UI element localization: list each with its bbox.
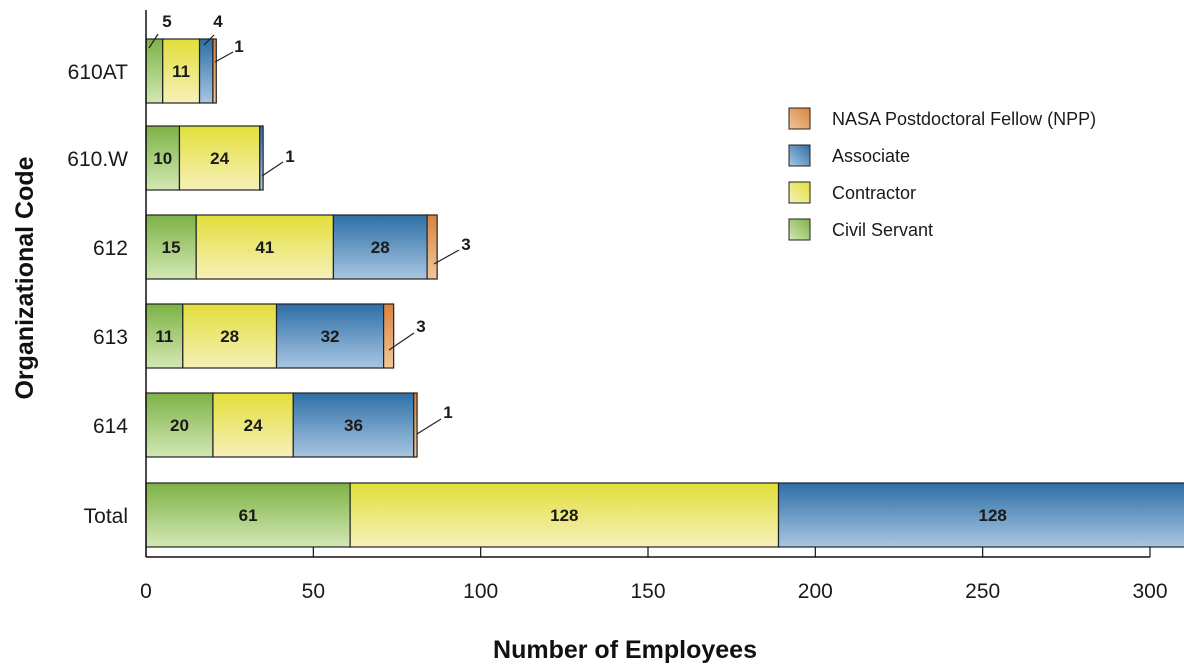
axes-group: 0 50 100 150 200 250 300610AT610.W612613614Tot… (67, 10, 1168, 603)
data-label-callout: 1 (443, 403, 452, 422)
leader-line (433, 249, 460, 265)
bar-612-associate (332, 214, 428, 280)
legend: NASA Postdoctoral Fellow (NPP) Associate C… (788, 107, 1096, 241)
data-label: 20 (170, 416, 189, 435)
data-label: 61 (239, 506, 258, 525)
data-label-callout: 1 (234, 37, 243, 56)
data-label: 41 (255, 238, 274, 257)
data-label-callout: 3 (416, 317, 425, 336)
data-label: 24 (210, 149, 229, 168)
legend-swatch-associate (788, 144, 811, 167)
bar-612-nasa-postdoctoral-fellow-npp (426, 214, 438, 280)
x-axis-title: Number of Employees (493, 636, 757, 664)
bar-610at-associate (198, 38, 214, 104)
bars-group: 111024154128112832202436611281289 (145, 38, 1184, 548)
bar-610at-civil-servant (145, 38, 164, 104)
bar-614-nasa-postdoctoral-fellow-npp (413, 392, 418, 458)
bar-612-contractor (195, 214, 335, 280)
y-category-label: 614 (93, 415, 128, 438)
data-label-callout: 1 (285, 147, 294, 166)
bar-610-w-civil-servant (145, 125, 181, 191)
y-axis-title: Organizational Code (11, 156, 39, 399)
leader-line (203, 34, 215, 46)
x-tick-label: 150 (630, 580, 665, 603)
x-tick-label: 100 (463, 580, 498, 603)
y-category-label: 613 (93, 326, 128, 349)
leader-line (388, 332, 415, 351)
leader-line (214, 51, 234, 63)
bar-613-associate (275, 303, 385, 369)
bar-610at-nasa-postdoctoral-fellow-npp (212, 38, 217, 104)
legend-label: NASA Postdoctoral Fellow (NPP) (832, 109, 1096, 129)
legend-label: Civil Servant (832, 220, 933, 240)
data-label-callout: 3 (461, 235, 470, 254)
data-label: 15 (162, 238, 181, 257)
leader-line (416, 418, 442, 435)
legend-swatch-nasa-postdoctoral-fellow-npp (788, 107, 811, 130)
y-category-label: 612 (93, 237, 128, 260)
data-label: 24 (244, 416, 263, 435)
leader-line (261, 161, 284, 177)
x-tick-label: 300 (1132, 580, 1167, 603)
bar-614-associate (292, 392, 415, 458)
y-category-label: 610AT (68, 61, 128, 84)
bar-total-civil-servant (145, 482, 351, 548)
y-category-label: Total (84, 505, 128, 528)
data-label: 11 (155, 327, 173, 346)
data-label: 11 (172, 62, 190, 81)
bar-614-contractor (212, 392, 294, 458)
x-tick-label: 50 (302, 580, 325, 603)
data-label-callout: 4 (213, 12, 223, 31)
x-tick-label: 0 (140, 580, 152, 603)
data-label: 28 (371, 238, 390, 257)
legend-label: Associate (832, 146, 910, 166)
legend-swatch-contractor (788, 181, 811, 204)
y-category-label: 610.W (67, 148, 128, 171)
bar-total-associate (777, 482, 1184, 548)
legend-label: Contractor (832, 183, 916, 203)
leader-line (148, 33, 159, 49)
bar-610-w-associate (259, 125, 264, 191)
bar-613-nasa-postdoctoral-fellow-npp (383, 303, 395, 369)
data-label-callout: 5 (162, 12, 171, 31)
legend-swatch-civil-servant (788, 218, 811, 241)
x-tick-label: 250 (965, 580, 1000, 603)
data-label: 28 (220, 327, 239, 346)
data-label: 36 (344, 416, 363, 435)
bar-613-contractor (182, 303, 278, 369)
data-label: 10 (153, 149, 172, 168)
data-label: 128 (550, 506, 578, 525)
bar-total-contractor (349, 482, 780, 548)
bar-610at-contractor (162, 38, 201, 104)
data-label: 32 (321, 327, 340, 346)
data-label: 128 (979, 506, 1007, 525)
x-tick-label: 200 (798, 580, 833, 603)
